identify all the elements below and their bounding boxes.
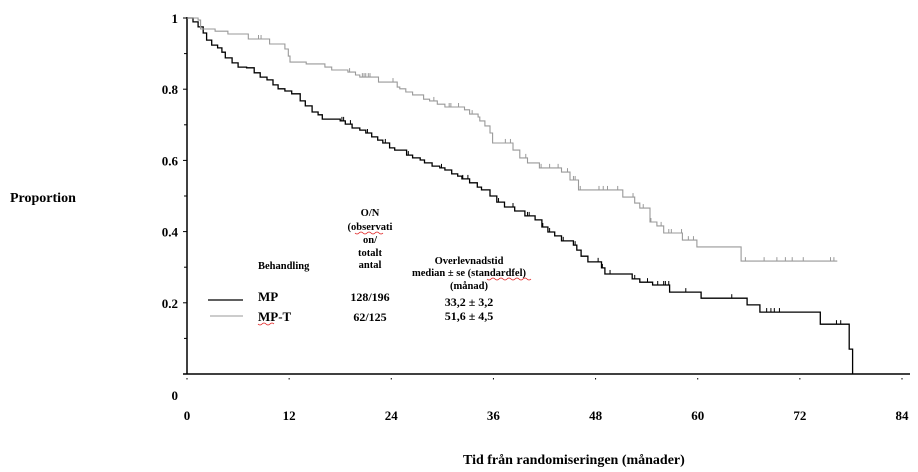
x-tick-label: 84	[896, 408, 910, 423]
legend-header-survival: Overlevnadstid median ± se (standardfel)…	[412, 256, 526, 292]
legend-header-survival-line: (månad)	[450, 281, 488, 292]
y-ticks: 0 0.2 0.4 0.6 0.8 1	[162, 11, 187, 403]
x-tick	[901, 378, 903, 380]
x-axis-title: Tid från randomiseringen (månader)	[463, 453, 685, 468]
legend-on-value: 62/125	[353, 310, 386, 324]
x-ticks: 0 12 24 36 48 60 72 84	[184, 378, 909, 423]
x-tick-label: 12	[283, 408, 296, 423]
series-mp	[187, 17, 854, 374]
spellcheck-underline	[354, 231, 384, 235]
legend-header-on-line: totalt	[358, 248, 382, 259]
y-tick-label: 0	[172, 388, 179, 403]
legend-header-on-line: on/	[363, 235, 378, 246]
x-tick-label: 0	[184, 408, 191, 423]
series-layer	[187, 17, 854, 374]
x-tick	[492, 378, 494, 380]
y-tick-label: 0.6	[162, 153, 179, 168]
legend-header-treatment: Behandling	[258, 261, 310, 272]
legend-header-on-line: O/N	[361, 208, 380, 219]
x-tick	[390, 378, 392, 380]
x-tick	[697, 378, 699, 380]
y-tick-label: 0.4	[162, 225, 179, 240]
legend-header-on-line: antal	[359, 260, 382, 271]
series-mp-t	[187, 17, 838, 262]
km-curve-mp	[187, 17, 854, 374]
x-tick-label: 48	[589, 408, 603, 423]
legend-series-name: MP-T	[258, 309, 292, 324]
x-tick-label: 72	[793, 408, 806, 423]
legend-survival-value: 33,2 ± 3,2	[445, 295, 494, 309]
legend-header-survival-line: Overlevnadstid	[435, 256, 504, 267]
legend-header-on: O/N (observati on/ totalt antal	[348, 208, 393, 271]
x-tick	[186, 378, 188, 380]
x-tick	[288, 378, 290, 380]
x-tick	[595, 378, 597, 380]
legend-header-survival-line: median ± se (standardfel)	[412, 268, 526, 279]
x-tick-label: 36	[487, 408, 501, 423]
x-tick	[799, 378, 801, 380]
legend-survival-value: 51,6 ± 4,5	[445, 309, 494, 323]
axes	[183, 17, 910, 375]
legend-header-on-line: (observati	[348, 222, 393, 233]
spellcheck-underline	[486, 277, 532, 281]
legend: Behandling O/N (observati on/ totalt ant…	[208, 208, 532, 326]
y-tick-label: 0.2	[162, 296, 178, 311]
legend-series-name: MP	[258, 289, 278, 304]
y-tick-label: 0.8	[162, 82, 179, 97]
y-tick-label: 1	[172, 11, 179, 26]
legend-on-value: 128/196	[350, 290, 389, 304]
x-tick-label: 24	[385, 408, 399, 423]
x-tick-label: 60	[691, 408, 704, 423]
y-axis-title: Proportion	[10, 191, 76, 206]
spellcheck-underline	[257, 322, 275, 326]
km-curve-mp-t	[187, 17, 838, 262]
